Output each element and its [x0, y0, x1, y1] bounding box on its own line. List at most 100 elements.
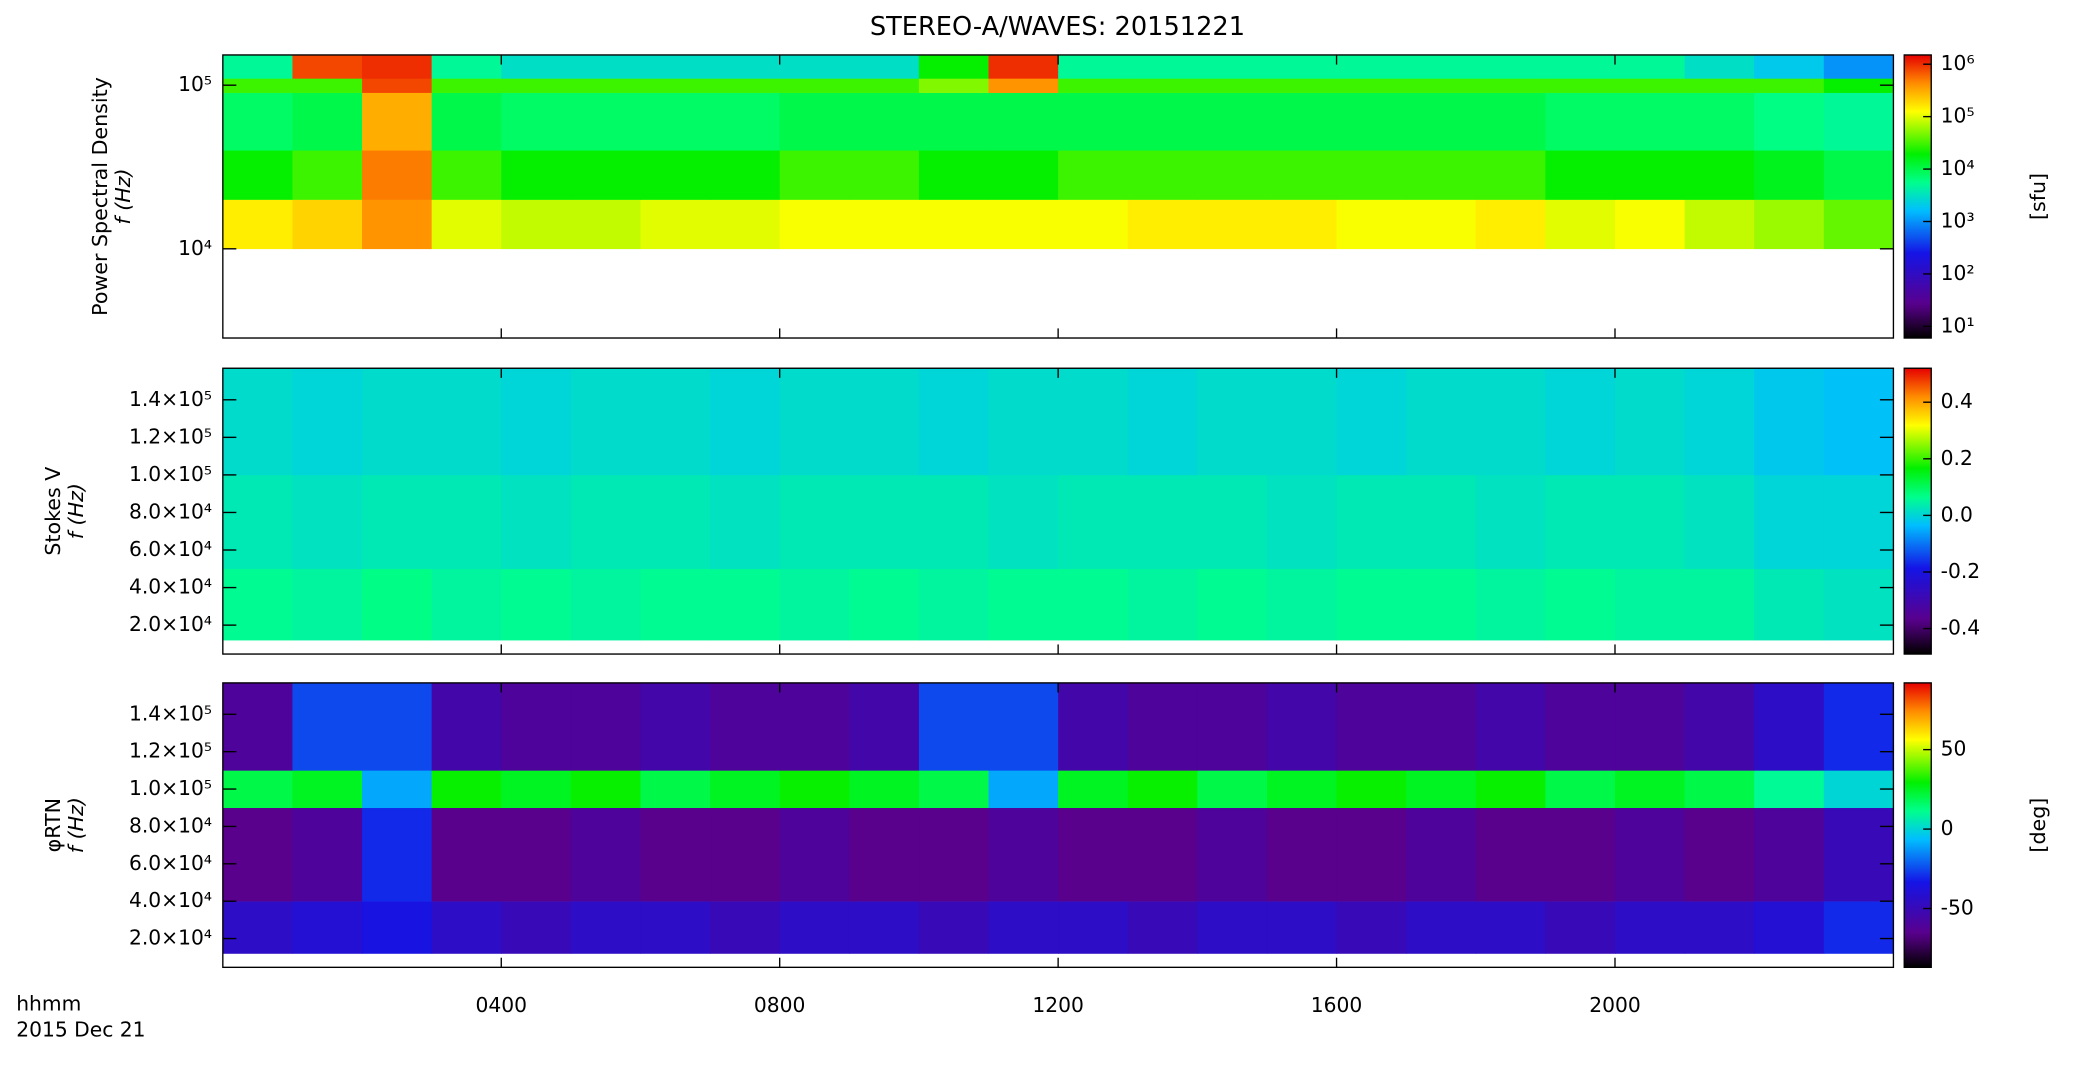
- spectrogram-cell: [1058, 682, 1129, 771]
- spectrogram-cell: [362, 682, 433, 771]
- spectrogram-cell: [1336, 54, 1407, 79]
- spectrogram-cell: [918, 901, 990, 954]
- spectrogram-cell: [1754, 568, 1825, 641]
- colorbar-tick-label: 0.2: [1941, 446, 1973, 470]
- spectrogram-cell: [640, 199, 711, 250]
- spectrogram-cell: [849, 150, 920, 200]
- spectrogram-cell: [1475, 54, 1546, 79]
- spectrogram-cell: [1336, 682, 1407, 771]
- spectrogram-cell: [918, 199, 990, 250]
- spectrogram-cell: [1406, 199, 1477, 250]
- spectrogram-cell: [431, 901, 502, 954]
- spectrogram-cell: [1406, 807, 1477, 902]
- spectrogram-cell: [570, 568, 642, 641]
- spectrogram-cell: [1754, 368, 1825, 476]
- spectrogram-cell: [1545, 92, 1616, 151]
- spectrogram-cell: [222, 568, 293, 641]
- spectrogram-cell: [1406, 770, 1477, 809]
- spectrogram-cell: [1197, 368, 1268, 476]
- spectrogram-cell: [1684, 807, 1755, 902]
- spectrogram-cell: [1754, 199, 1825, 250]
- colorbar-tick-label: 10³: [1941, 208, 1975, 232]
- spectrogram-cell: [1336, 901, 1407, 954]
- y-axis-label: f (Hz): [64, 797, 88, 853]
- colorbar-tick-label: -50: [1941, 895, 1974, 919]
- spectrogram-cell: [1545, 199, 1616, 250]
- spectrogram-cell: [1614, 807, 1686, 902]
- spectrogram-cell: [1058, 474, 1129, 570]
- spectrogram-cell: [849, 568, 920, 641]
- spectrogram-cell: [501, 682, 572, 771]
- spectrogram-cell: [501, 568, 572, 641]
- spectrogram-cell: [1336, 199, 1407, 250]
- spectrogram-cell: [1754, 474, 1825, 570]
- spectrogram-cell: [292, 682, 363, 771]
- spectrogram-cell: [292, 368, 363, 476]
- spectrogram-cell: [431, 682, 502, 771]
- spectrogram-cell: [1058, 901, 1129, 954]
- spectrogram-cell: [570, 92, 642, 151]
- y-tick-label: 4.0×10⁴: [129, 574, 212, 598]
- spectrogram-cell: [779, 682, 850, 771]
- colorbar: [1903, 367, 1932, 655]
- y-tick-label: 2.0×10⁴: [129, 612, 212, 636]
- spectrogram-cell: [292, 807, 363, 902]
- spectrogram-cell: [1545, 770, 1616, 809]
- y-tick-label: 4.0×10⁴: [129, 888, 212, 912]
- spectrogram-cell: [988, 368, 1059, 476]
- spectrogram-cell: [918, 78, 990, 93]
- spectrogram-cell: [570, 78, 642, 93]
- spectrogram-cell: [1266, 92, 1338, 151]
- spectrogram-cell: [1406, 92, 1477, 151]
- spectrogram-cell: [1127, 78, 1198, 93]
- spectrogram-cell: [849, 682, 920, 771]
- spectrogram-cell: [1684, 368, 1755, 476]
- spectrogram-cell: [640, 150, 711, 200]
- y-tick-label: 1.2×10⁵: [129, 739, 212, 763]
- spectrogram-cell: [1823, 54, 1894, 79]
- spectrogram-cell: [1058, 78, 1129, 93]
- spectrogram-cell: [1336, 770, 1407, 809]
- spectrogram-cell: [1475, 78, 1546, 93]
- colorbar: [1903, 54, 1932, 339]
- spectrogram-cell: [710, 807, 781, 902]
- y-tick-label: 6.0×10⁴: [129, 537, 212, 561]
- spectrogram-cell: [1127, 199, 1198, 250]
- spectrogram-cell: [1823, 368, 1894, 476]
- spectrogram-cell: [849, 78, 920, 93]
- spectrogram-cell: [222, 682, 293, 771]
- spectrogram-cell: [988, 807, 1059, 902]
- spectrogram-cell: [362, 568, 433, 641]
- spectrogram-cell: [918, 474, 990, 570]
- spectrogram-cell: [640, 78, 711, 93]
- spectrogram-cell: [1614, 682, 1686, 771]
- y-axis-label: Stokes V: [41, 467, 65, 556]
- spectrogram-cell: [1266, 368, 1338, 476]
- y-tick-label: 6.0×10⁴: [129, 851, 212, 875]
- spectrogram-cell: [1823, 199, 1894, 250]
- spectrogram-cell: [640, 568, 711, 641]
- colorbar-tick-label: 10⁶: [1941, 51, 1975, 75]
- spectrogram-cell: [501, 54, 572, 79]
- spectrogram-cell: [779, 568, 850, 641]
- spectrogram-cell: [570, 199, 642, 250]
- spectrogram-cell: [1475, 901, 1546, 954]
- spectrogram-cell: [1754, 92, 1825, 151]
- spectrogram-cell: [570, 474, 642, 570]
- spectrogram-cell: [849, 770, 920, 809]
- spectrogram-cell: [710, 474, 781, 570]
- spectrogram-cell: [1266, 901, 1338, 954]
- spectrogram-cell: [431, 199, 502, 250]
- y-axis-label: f (Hz): [111, 168, 135, 224]
- spectrogram-cell: [1406, 474, 1477, 570]
- spectrogram-cell: [1614, 54, 1686, 79]
- spectrogram-cell: [1614, 199, 1686, 250]
- colorbar-label: [deg]: [2026, 798, 2050, 853]
- spectrogram-cell: [710, 770, 781, 809]
- spectrogram-cell: [640, 901, 711, 954]
- spectrogram-cell: [779, 368, 850, 476]
- spectrogram-cell: [1197, 807, 1268, 902]
- y-tick-label: 1.4×10⁵: [129, 387, 212, 411]
- spectrogram-cell: [431, 770, 502, 809]
